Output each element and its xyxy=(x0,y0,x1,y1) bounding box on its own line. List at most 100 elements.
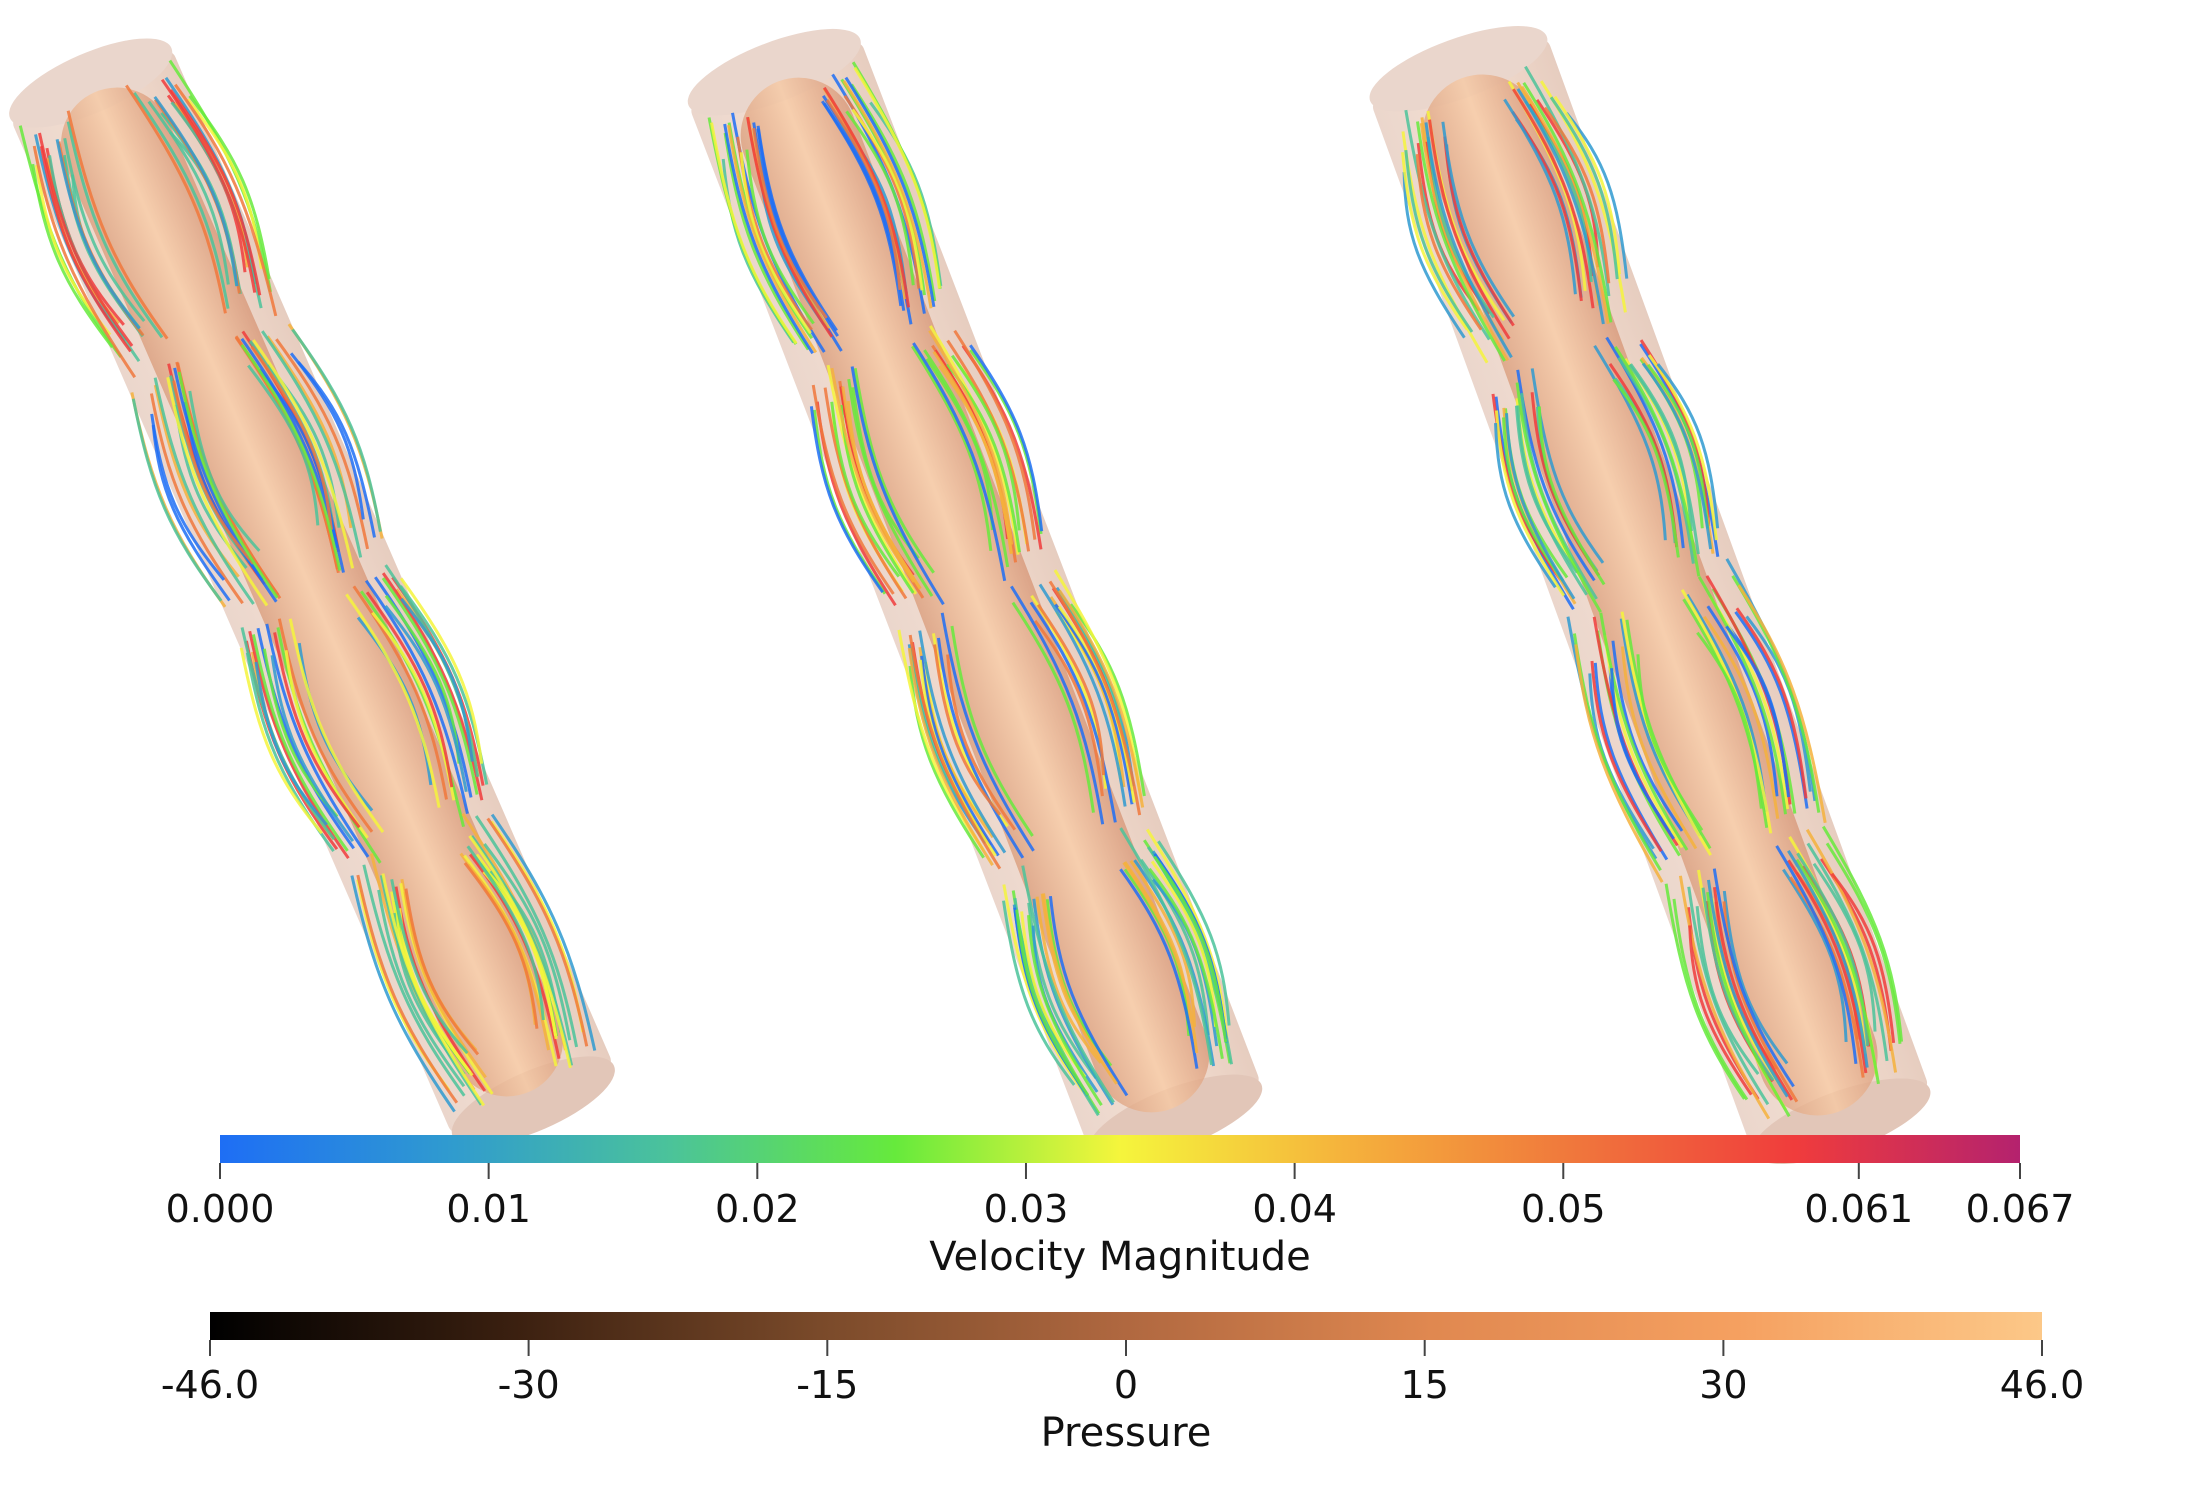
velocity-tick-label: 0.01 xyxy=(446,1187,531,1231)
streamline xyxy=(1494,354,1718,597)
velocity-tick-label: 0.000 xyxy=(166,1187,275,1231)
streamline xyxy=(153,330,363,605)
inner-core xyxy=(740,77,1210,1113)
pressure-tick-label: -46.0 xyxy=(161,1363,259,1407)
streamline xyxy=(381,835,572,1107)
streamline xyxy=(1574,584,1827,883)
velocity-colorbar xyxy=(220,1135,2020,1163)
streamline xyxy=(151,360,376,602)
streamline xyxy=(149,338,370,605)
streamline xyxy=(946,619,1104,831)
streamline xyxy=(63,100,230,323)
streamline xyxy=(1501,363,1710,582)
streamline xyxy=(404,862,539,1056)
inner-core xyxy=(61,87,563,1097)
streamline xyxy=(1678,828,1898,1120)
streamline xyxy=(1415,106,1611,331)
streamline xyxy=(1712,859,1868,1101)
streamline xyxy=(1494,363,1720,589)
inner-core xyxy=(1422,74,1878,1116)
streamlines-group xyxy=(1401,65,1904,1120)
streamline xyxy=(1002,840,1231,1086)
streamline xyxy=(1505,362,1713,600)
streamline xyxy=(1537,378,1680,586)
streamline xyxy=(1610,625,1791,840)
streamline xyxy=(1424,88,1605,359)
streamline xyxy=(66,84,227,340)
streamline xyxy=(933,603,1106,816)
pressure-tick-label: 46.0 xyxy=(2000,1363,2085,1407)
streamline xyxy=(1441,98,1577,318)
streamline xyxy=(251,577,479,852)
streamline xyxy=(288,593,441,833)
streamline xyxy=(1611,605,1779,832)
streamline xyxy=(853,345,993,574)
streamline xyxy=(830,329,1014,583)
streamline xyxy=(1048,868,1199,1097)
streamline xyxy=(826,325,1020,595)
streamline xyxy=(172,345,333,565)
streamline xyxy=(1002,828,1229,1093)
streamline xyxy=(390,845,545,1055)
pressure-tick-label: -30 xyxy=(498,1363,560,1407)
streamline xyxy=(950,601,1095,837)
streamline xyxy=(32,83,278,379)
streamline xyxy=(1443,111,1583,327)
streamline xyxy=(254,597,474,826)
streamline xyxy=(131,328,382,602)
streamline xyxy=(1419,85,1610,362)
streamline xyxy=(38,78,257,347)
pressure-legend-title: Pressure xyxy=(1041,1410,1212,1456)
pressure-ticks: -46.0 -30 -15 0 15 30 46.0 xyxy=(161,1340,2084,1407)
streamline xyxy=(1428,88,1595,340)
velocity-tick-label: 0.05 xyxy=(1521,1187,1606,1231)
streamlines-group xyxy=(707,61,1233,1117)
streamline xyxy=(1688,872,1896,1096)
streamline xyxy=(239,577,484,835)
streamline xyxy=(350,813,597,1113)
streamline xyxy=(1015,855,1228,1096)
streamline xyxy=(811,329,1037,595)
streamline xyxy=(1402,112,1629,339)
streamline xyxy=(1712,845,1858,1088)
streamline xyxy=(847,349,1010,597)
pressure-tick-label: 15 xyxy=(1401,1363,1449,1407)
velocity-tick-label: 0.03 xyxy=(984,1187,1069,1231)
streamline xyxy=(188,364,320,552)
streamline xyxy=(1590,607,1808,852)
streamline xyxy=(1515,346,1701,613)
streamline xyxy=(1687,842,1889,1106)
streamline xyxy=(356,817,589,1104)
streamline xyxy=(1722,868,1848,1065)
streamline xyxy=(1706,850,1869,1098)
streamline xyxy=(177,343,342,599)
streamlines-group xyxy=(18,59,597,1113)
streamline xyxy=(1404,96,1619,333)
streamline xyxy=(1401,95,1621,331)
streamline xyxy=(265,579,469,858)
velocity-tick-label: 0.067 xyxy=(1966,1187,2075,1231)
streamline xyxy=(850,342,1007,606)
cylinder-panel-3 xyxy=(1369,26,1931,1164)
streamline xyxy=(710,66,941,345)
velocity-tick-label: 0.04 xyxy=(1252,1187,1337,1231)
streamline xyxy=(1516,363,1700,596)
streamline xyxy=(830,354,1021,578)
streamline xyxy=(1404,65,1611,341)
streamline xyxy=(362,815,579,1097)
velocity-tick-label: 0.061 xyxy=(1804,1187,1913,1231)
streamline xyxy=(377,843,572,1088)
pressure-colorbar xyxy=(210,1312,2042,1340)
streamline xyxy=(1706,858,1880,1118)
streamline xyxy=(166,339,355,607)
streamline xyxy=(723,76,936,355)
streamline xyxy=(1530,344,1667,564)
streamline xyxy=(1672,842,1902,1101)
streamline xyxy=(936,601,1117,859)
streamline xyxy=(1027,867,1224,1106)
streamline xyxy=(66,92,230,339)
streamline xyxy=(746,86,911,338)
pressure-tick-label: 30 xyxy=(1699,1363,1747,1407)
tube-top-cap xyxy=(1369,26,1548,112)
